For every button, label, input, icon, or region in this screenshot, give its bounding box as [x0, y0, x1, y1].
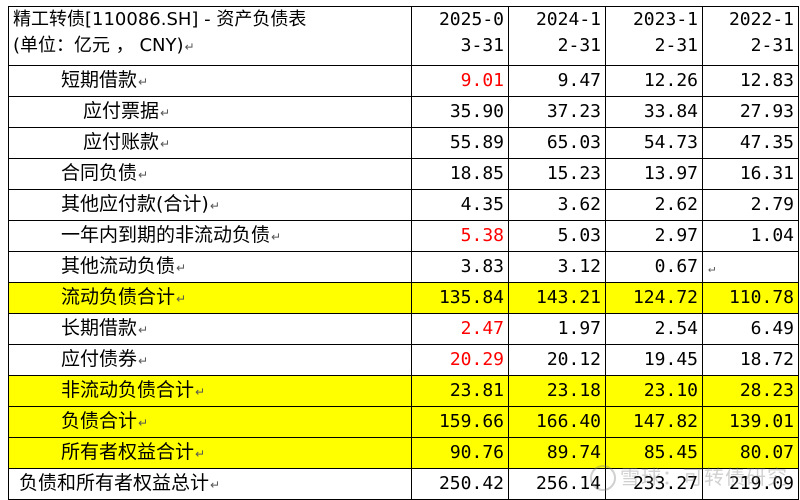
table-row: 其他应付款(合计)↵ 4.35 3.62 2.62 2.79: [8, 189, 799, 221]
row-label: 其他流动负债↵: [8, 251, 412, 283]
row-value: 124.72: [605, 282, 703, 314]
row-value: 9.47: [508, 65, 606, 97]
row-label: 流动负债合计↵: [8, 282, 412, 314]
row-value: 4.35: [411, 189, 509, 221]
row-value: 28.23: [702, 375, 799, 407]
row-value: 15.23: [508, 158, 606, 190]
row-value: 80.07: [702, 437, 799, 469]
row-value: 147.82: [605, 406, 703, 438]
row-value: 5.03: [508, 220, 606, 252]
table-row: 应付票据↵ 35.90 37.23 33.84 27.93: [8, 96, 799, 128]
row-value: 23.10: [605, 375, 703, 407]
row-value: 19.45: [605, 344, 703, 376]
row-label: 应付债券↵: [8, 344, 412, 376]
header-row: 精工转债[110086.SH] - 资产负债表 (单位：亿元 ， CNY)↵ 2…: [8, 6, 799, 66]
row-value: 1.97: [508, 313, 606, 345]
row-label: 合同负债↵: [8, 158, 412, 190]
row-value: 2.79: [702, 189, 799, 221]
row-value: 159.66: [411, 406, 509, 438]
row-value: 27.93: [702, 96, 799, 128]
row-value: 12.83: [702, 65, 799, 97]
table-row: 一年内到期的非流动负债↵ 5.38 5.03 2.97 1.04: [8, 220, 799, 252]
row-value: 2.97: [605, 220, 703, 252]
row-label: 短期借款↵: [8, 65, 412, 97]
row-label: 长期借款↵: [8, 313, 412, 345]
row-value: 3.62: [508, 189, 606, 221]
row-value: 2.47: [411, 313, 509, 345]
row-value: 20.12: [508, 344, 606, 376]
period-header-3: 2022-1 2-31: [702, 6, 799, 66]
period-header-1: 2024-1 2-31: [508, 6, 606, 66]
row-value: 143.21: [508, 282, 606, 314]
row-value: 37.23: [508, 96, 606, 128]
row-value: 1.04: [702, 220, 799, 252]
title-line1: 精工转债[110086.SH] - 资产负债表: [13, 9, 307, 30]
row-value: 47.35: [702, 127, 799, 159]
row-value: 54.73: [605, 127, 703, 159]
table-row: 所有者权益合计↵ 90.76 89.74 85.45 80.07: [8, 437, 799, 469]
row-value: 110.78: [702, 282, 799, 314]
row-value: 20.29: [411, 344, 509, 376]
row-value: 166.40: [508, 406, 606, 438]
table-row: 应付账款↵ 55.89 65.03 54.73 47.35: [8, 127, 799, 159]
period-header-2: 2023-1 2-31: [605, 6, 703, 66]
row-value: 35.90: [411, 96, 509, 128]
title-line2: (单位：亿元 ， CNY)↵: [13, 35, 195, 56]
row-value: 89.74: [508, 437, 606, 469]
row-value: ↵: [702, 251, 799, 283]
row-value: 18.85: [411, 158, 509, 190]
row-value: 3.12: [508, 251, 606, 283]
row-value: 5.38: [411, 220, 509, 252]
row-value: 12.26: [605, 65, 703, 97]
table-row: 负债合计↵ 159.66 166.40 147.82 139.01: [8, 406, 799, 438]
period-header-0: 2025-0 3-31: [411, 6, 509, 66]
snowball-logo-icon: [590, 465, 616, 491]
row-value: 2.54: [605, 313, 703, 345]
row-value: 23.18: [508, 375, 606, 407]
row-label: 一年内到期的非流动负债↵: [8, 220, 412, 252]
row-label: 应付账款↵: [8, 127, 412, 159]
row-value: 6.49: [702, 313, 799, 345]
row-value: 3.83: [411, 251, 509, 283]
row-value: 2.62: [605, 189, 703, 221]
table-title: 精工转债[110086.SH] - 资产负债表 (单位：亿元 ， CNY)↵: [8, 6, 412, 66]
row-label: 负债合计↵: [8, 406, 412, 438]
row-value: 135.84: [411, 282, 509, 314]
row-value: 55.89: [411, 127, 509, 159]
row-value: 33.84: [605, 96, 703, 128]
table-row: 合同负债↵ 18.85 15.23 13.97 16.31: [8, 158, 799, 190]
row-value: 139.01: [702, 406, 799, 438]
row-value: 23.81: [411, 375, 509, 407]
row-value: 250.42: [411, 468, 509, 500]
row-label: 非流动负债合计↵: [8, 375, 412, 407]
row-value: 90.76: [411, 437, 509, 469]
row-label: 负债和所有者权益总计↵: [8, 468, 412, 500]
row-value: 18.72: [702, 344, 799, 376]
row-value: 13.97: [605, 158, 703, 190]
table-row: 长期借款↵ 2.47 1.97 2.54 6.49: [8, 313, 799, 345]
row-label: 其他应付款(合计)↵: [8, 189, 412, 221]
table-row: 其他流动负债↵ 3.83 3.12 0.67 ↵: [8, 251, 799, 283]
balance-sheet-table: 精工转债[110086.SH] - 资产负债表 (单位：亿元 ， CNY)↵ 2…: [8, 6, 799, 500]
table-row: 流动负债合计↵ 135.84 143.21 124.72 110.78: [8, 282, 799, 314]
table-row: 应付债券↵ 20.29 20.12 19.45 18.72: [8, 344, 799, 376]
row-value: 0.67: [605, 251, 703, 283]
row-value: 65.03: [508, 127, 606, 159]
watermark: 雪球：可转债研究: [590, 461, 788, 491]
table-row: 短期借款↵ 9.01 9.47 12.26 12.83: [8, 65, 799, 97]
row-label: 所有者权益合计↵: [8, 437, 412, 469]
row-value: 16.31: [702, 158, 799, 190]
row-value: 85.45: [605, 437, 703, 469]
row-value: 9.01: [411, 65, 509, 97]
row-label: 应付票据↵: [8, 96, 412, 128]
table-row: 非流动负债合计↵ 23.81 23.18 23.10 28.23: [8, 375, 799, 407]
